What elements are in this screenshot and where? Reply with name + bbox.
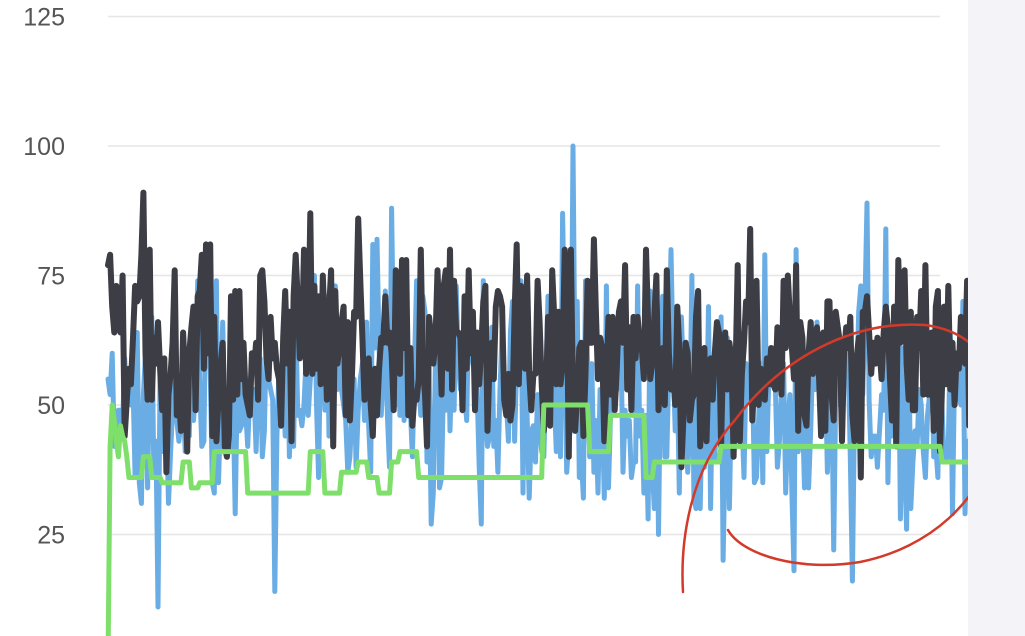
y-axis-ticks: 25 50 75 100 125 [23,4,65,550]
y-tick-label-125: 125 [23,4,65,32]
series-line-2 [105,189,968,481]
red-circle-annotation [681,323,968,594]
line-chart: 25 50 75 100 125 [23,4,968,636]
y-tick-label-25: 25 [37,522,65,550]
y-tick-label-75: 75 [37,263,65,291]
y-tick-label-100: 100 [23,133,65,161]
chart-area: 25 50 75 100 125 [23,3,968,636]
series-lines [105,143,968,636]
y-tick-label-50: 50 [37,392,65,420]
side-panel [968,0,1025,636]
series-line-3 [105,402,968,636]
